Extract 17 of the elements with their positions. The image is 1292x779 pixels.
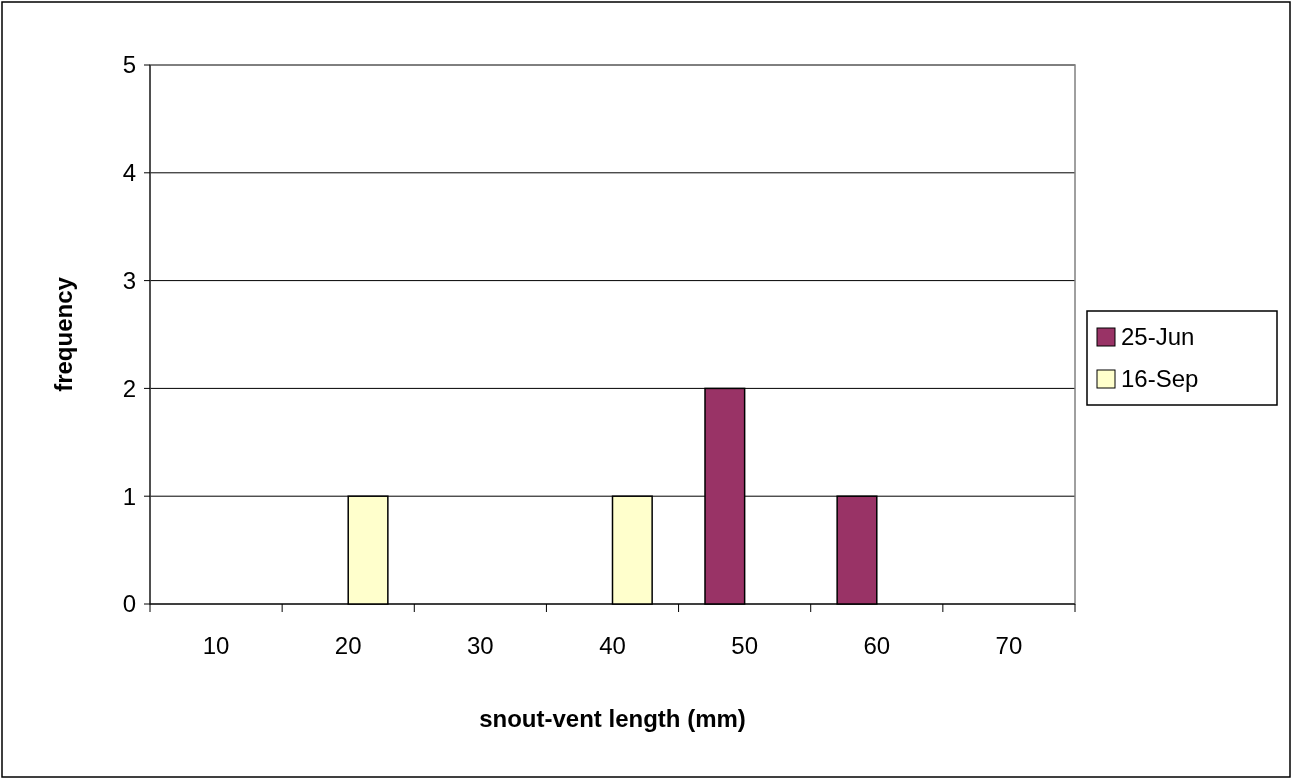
y-axis-title: frequency (50, 276, 77, 392)
y-tick-label: 2 (122, 374, 136, 402)
x-tick-label: 40 (599, 632, 626, 659)
y-tick-label: 5 (122, 51, 136, 79)
x-tick-label: 60 (863, 632, 891, 659)
y-tick-label: 1 (122, 482, 136, 510)
y-tick-label: 3 (122, 267, 136, 294)
legend-label: 16-Sep (1121, 365, 1199, 393)
y-tick-label: 4 (122, 159, 136, 187)
x-tick-label: 70 (995, 632, 1023, 659)
x-tick-label: 50 (731, 632, 758, 659)
x-axis-title: snout-vent length (mm) (479, 705, 746, 732)
x-tick-label: 10 (202, 632, 230, 659)
y-tick-label: 0 (122, 590, 136, 618)
x-tick-label: 20 (334, 632, 362, 659)
x-tick-label: 30 (467, 632, 494, 659)
legend-label: 25-Jun (1121, 323, 1195, 351)
